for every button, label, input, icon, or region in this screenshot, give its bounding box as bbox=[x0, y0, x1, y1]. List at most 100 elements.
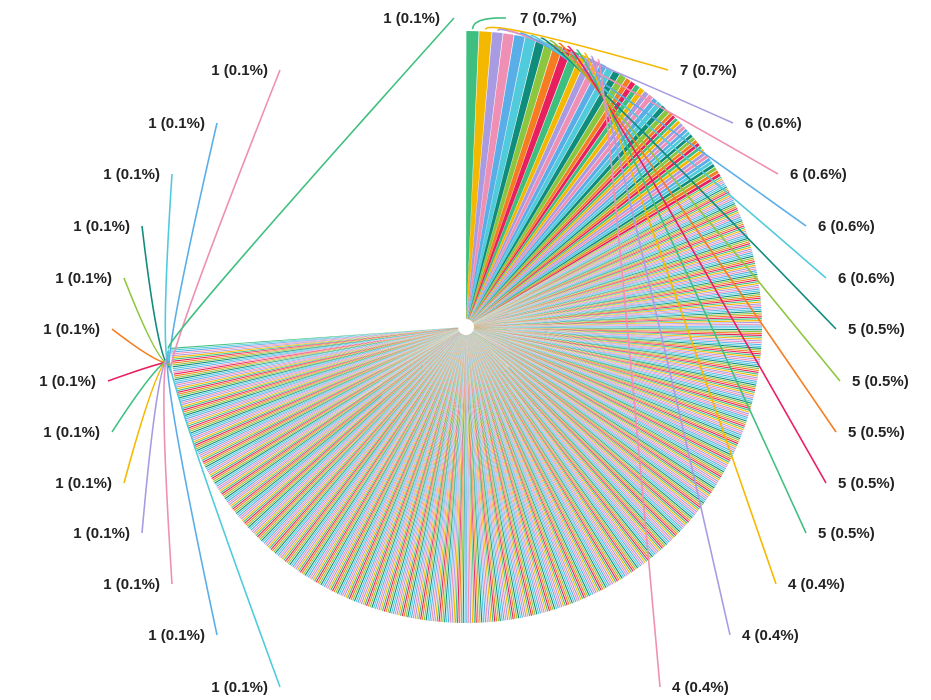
pie-slice bbox=[362, 334, 464, 605]
pie-slice bbox=[469, 333, 615, 584]
pie-slice bbox=[467, 334, 509, 621]
pie-slice bbox=[460, 335, 466, 623]
pie-slice bbox=[343, 334, 463, 598]
pie-slice bbox=[466, 334, 481, 623]
pie-slice bbox=[473, 328, 755, 395]
pie-slice bbox=[262, 332, 461, 543]
pie-slice bbox=[366, 334, 464, 607]
pie-slice bbox=[472, 181, 725, 324]
pie-slice bbox=[469, 334, 584, 600]
pie-slice bbox=[473, 208, 738, 324]
pie-slice bbox=[473, 201, 735, 324]
pie-slice bbox=[473, 194, 732, 324]
pie-slice bbox=[466, 334, 494, 622]
pie-slice bbox=[473, 328, 759, 373]
pie-slice bbox=[414, 334, 465, 619]
pie-slice bbox=[473, 301, 761, 327]
pie-slice bbox=[355, 334, 464, 603]
leader-line bbox=[123, 357, 170, 484]
pie-slice bbox=[471, 333, 661, 552]
pie-slice bbox=[471, 332, 673, 540]
pie-slice bbox=[473, 327, 761, 361]
pie-slice bbox=[472, 137, 696, 322]
pie-slice bbox=[423, 334, 465, 621]
pie-slice bbox=[387, 334, 464, 613]
pie-slice bbox=[473, 327, 762, 348]
pie-slice bbox=[472, 331, 715, 489]
pie-slice bbox=[469, 334, 602, 591]
pie-slice bbox=[473, 328, 756, 392]
pie-slice bbox=[473, 260, 755, 326]
leader-line bbox=[167, 17, 455, 350]
pie-slice bbox=[466, 334, 501, 622]
pie-slice bbox=[312, 333, 462, 581]
pie-slice bbox=[469, 334, 607, 588]
pie-slice bbox=[469, 56, 594, 320]
pie-slice bbox=[472, 331, 701, 509]
pie-slice bbox=[200, 330, 459, 460]
pie-slice bbox=[173, 328, 459, 372]
pie-slice bbox=[473, 253, 754, 326]
pie-slice bbox=[473, 329, 752, 406]
pie-slice bbox=[472, 331, 712, 494]
pie-slice bbox=[403, 334, 465, 617]
pie-slice bbox=[279, 333, 461, 558]
pie-slice bbox=[216, 331, 460, 487]
pie-slice bbox=[473, 329, 748, 419]
pie-slice bbox=[273, 333, 461, 553]
pie-slice bbox=[214, 331, 460, 484]
pie-slice bbox=[470, 333, 652, 559]
pie-slice bbox=[472, 332, 690, 523]
pie-slice bbox=[468, 334, 572, 605]
slice-label: 1 (0.1%) bbox=[148, 115, 205, 132]
pie-slice bbox=[190, 329, 459, 438]
pie-slice bbox=[473, 246, 752, 325]
pie-slice bbox=[473, 251, 753, 325]
leader-line bbox=[484, 26, 669, 71]
pie-slice bbox=[468, 334, 549, 612]
pie-slice bbox=[421, 334, 465, 620]
pie-slice bbox=[467, 334, 534, 616]
pie-slice bbox=[462, 335, 466, 623]
pie-slice bbox=[190, 329, 459, 436]
pie-slice bbox=[471, 332, 669, 544]
pie-slice bbox=[473, 328, 756, 390]
pie-slice bbox=[473, 199, 734, 324]
pie-slice bbox=[271, 333, 461, 552]
pie-slice bbox=[472, 331, 706, 503]
pie-slice bbox=[471, 332, 681, 533]
pie-slice bbox=[470, 91, 649, 321]
pie-slice bbox=[239, 332, 460, 519]
pie-slice bbox=[175, 328, 459, 386]
pie-slice bbox=[466, 335, 470, 623]
pie-slice bbox=[173, 328, 459, 375]
pie-slice bbox=[473, 189, 729, 324]
pie-slice bbox=[466, 334, 500, 622]
pie-slice bbox=[470, 78, 631, 321]
pie-slice bbox=[293, 333, 462, 569]
pie-slice bbox=[469, 334, 587, 598]
pie-slice bbox=[264, 332, 461, 546]
pie-slice bbox=[171, 327, 459, 355]
pie-slice bbox=[174, 328, 459, 377]
slice-label: 1 (0.1%) bbox=[211, 679, 268, 696]
pie-slice bbox=[281, 333, 462, 560]
pie-slice bbox=[425, 334, 465, 621]
pie-slice bbox=[469, 333, 610, 587]
pie-slice bbox=[192, 330, 459, 441]
pie-slice bbox=[185, 329, 459, 424]
pie-slice bbox=[269, 332, 461, 549]
pie-slice bbox=[470, 333, 645, 565]
pie-slice bbox=[470, 333, 649, 561]
pie-slice bbox=[467, 334, 540, 615]
pie-slice bbox=[196, 330, 459, 452]
pie-slice bbox=[466, 334, 496, 622]
pie-slice bbox=[469, 334, 599, 593]
pie-slice bbox=[189, 329, 459, 434]
pie-slice bbox=[171, 327, 459, 353]
pie-slice bbox=[206, 330, 460, 471]
pie-slice bbox=[472, 331, 705, 504]
pie-slice bbox=[470, 333, 622, 580]
pie-slice bbox=[468, 334, 558, 609]
pie-slice bbox=[254, 332, 461, 535]
